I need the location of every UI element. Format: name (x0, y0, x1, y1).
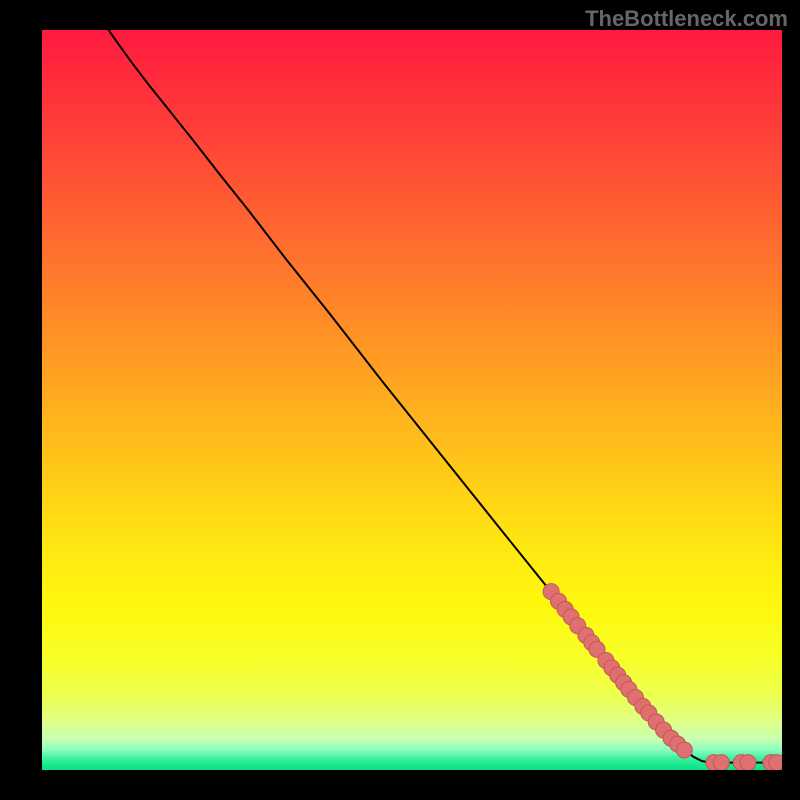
data-marker (713, 755, 729, 770)
data-marker (740, 755, 756, 770)
watermark-text: TheBottleneck.com (585, 6, 788, 32)
data-marker (676, 742, 692, 758)
chart-container: TheBottleneck.com (0, 0, 800, 800)
gradient-background (42, 30, 782, 770)
plot-svg (42, 30, 782, 770)
data-marker (769, 755, 782, 770)
plot-area (42, 30, 782, 770)
